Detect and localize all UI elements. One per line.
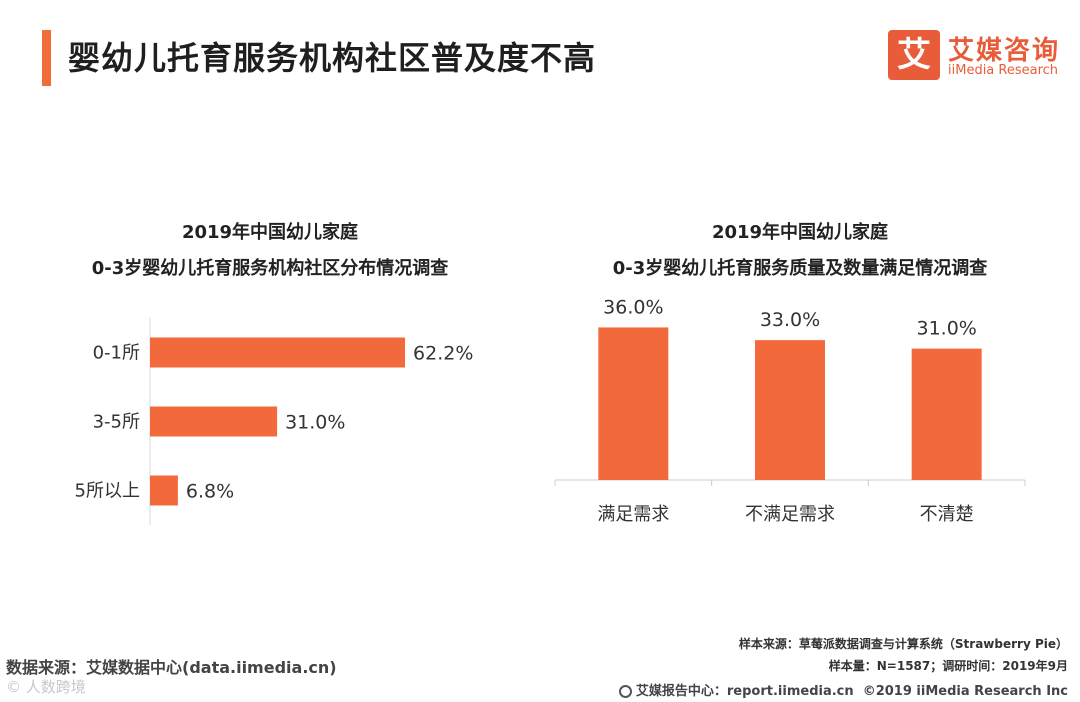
right-chart-title-line1: 2019年中国幼儿家庭 bbox=[711, 222, 889, 243]
right-category-label-0: 满足需求 bbox=[597, 504, 669, 525]
left-value-label-2: 6.8% bbox=[186, 481, 234, 503]
iimedia-logo: 艾 艾媒咨询 iiMedia Research bbox=[888, 30, 1068, 82]
left-chart-title: 2019年中国幼儿家庭 0-3岁婴幼儿托育服务机构社区分布情况调查 bbox=[40, 215, 500, 287]
logo-icon: 艾 bbox=[888, 30, 940, 80]
right-category-label-2: 不清楚 bbox=[920, 504, 974, 525]
logo-en-text: iiMedia Research bbox=[948, 63, 1059, 78]
left-chart-title-line1: 2019年中国幼儿家庭 bbox=[181, 222, 359, 243]
title-accent-bar bbox=[42, 30, 51, 86]
right-bar-0 bbox=[598, 327, 669, 480]
sample-size: 样本量：N=1587；调研时间：2019年9月 bbox=[828, 659, 1068, 673]
right-value-label-1: 33.0% bbox=[760, 309, 820, 331]
left-value-label-1: 31.0% bbox=[285, 412, 345, 434]
globe-icon bbox=[618, 685, 632, 698]
right-chart-title: 2019年中国幼儿家庭 0-3岁婴幼儿托育服务质量及数量满足情况调查 bbox=[555, 215, 1045, 287]
left-category-label-1: 3-5所 bbox=[93, 412, 140, 433]
copyright: ©2019 iiMedia Research Inc bbox=[862, 684, 1068, 699]
right-bar-1 bbox=[755, 340, 825, 480]
data-source: 数据来源：艾媒数据中心(data.iimedia.cn) bbox=[6, 658, 337, 677]
left-category-label-0: 0-1所 bbox=[93, 343, 140, 364]
left-bar-2 bbox=[150, 475, 178, 506]
left-bar-1 bbox=[150, 406, 278, 437]
footer-right: 艾媒报告中心：report.iimedia.cn ©2019 iiMedia R… bbox=[618, 680, 1068, 699]
right-chart-title-line2: 0-3岁婴幼儿托育服务质量及数量满足情况调查 bbox=[612, 258, 988, 279]
left-value-label-0: 62.2% bbox=[413, 343, 473, 365]
right-value-label-0: 36.0% bbox=[603, 296, 663, 318]
right-category-label-1: 不满足需求 bbox=[745, 504, 835, 525]
left-category-label-2: 5所以上 bbox=[75, 481, 140, 502]
watermark: © 人数跨境 bbox=[6, 678, 86, 696]
logo-cn-text: 艾媒咨询 bbox=[948, 36, 1061, 66]
report-center[interactable]: 艾媒报告中心：report.iimedia.cn bbox=[635, 684, 854, 699]
page-title: 婴幼儿托育服务机构社区普及度不高 bbox=[68, 39, 597, 77]
left-bar-0 bbox=[150, 337, 406, 368]
sample-source: 样本来源：草莓派数据调查与计算系统（Strawberry Pie） bbox=[738, 637, 1068, 651]
right-bar-2 bbox=[911, 348, 982, 480]
left-chart-title-line2: 0-3岁婴幼儿托育服务机构社区分布情况调查 bbox=[91, 258, 449, 279]
right-value-label-2: 31.0% bbox=[916, 318, 976, 340]
